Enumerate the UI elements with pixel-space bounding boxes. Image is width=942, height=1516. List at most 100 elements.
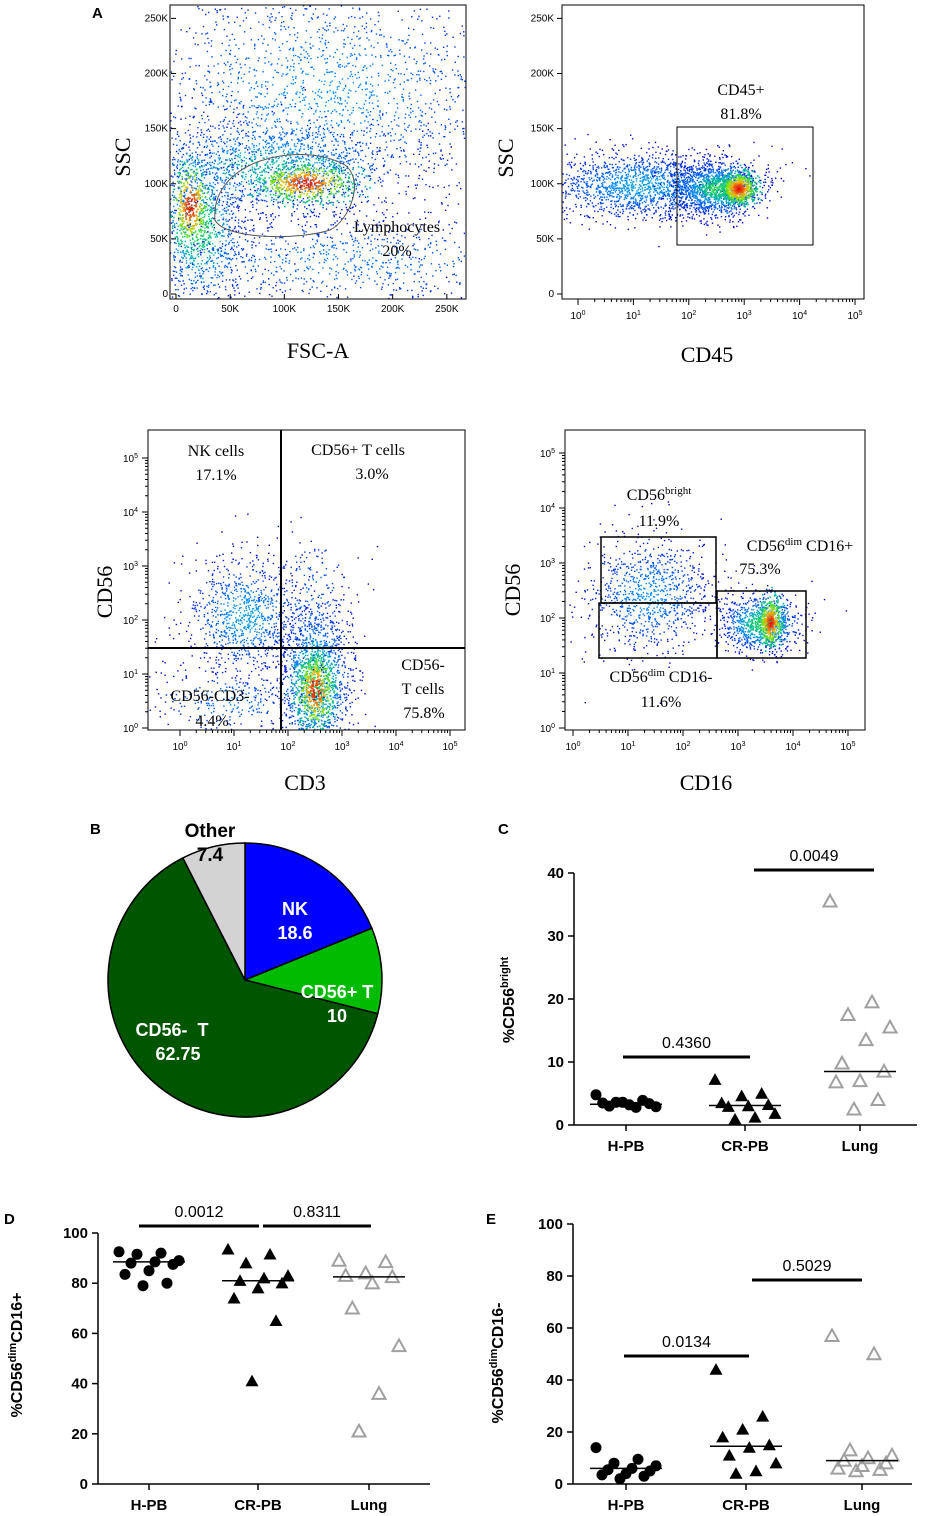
a1-event-2563: [311, 145, 314, 148]
a1-event-3396: [357, 151, 359, 153]
a1-event-4104: [198, 231, 201, 233]
a1-event-1424: [296, 36, 299, 39]
a1-event-1673: [366, 243, 369, 245]
a1-event-1762: [122, 68, 123, 69]
a1-event-1629: [163, 1, 164, 2]
a1-event-242: [413, 10, 416, 12]
a1-event-731: [347, 160, 350, 162]
a1-event-526: [401, 96, 403, 98]
a1-event-1026: [230, 81, 232, 84]
a1-event-1242: [314, 92, 317, 94]
a1-event-3578: [255, 191, 258, 194]
a1-event-4521: [219, 253, 221, 255]
a1-event-3328: [201, 166, 203, 168]
a1-event-1101: [266, 127, 268, 129]
a1-event-70: [254, 47, 256, 50]
a1-event-515: [291, 12, 294, 14]
a1-event-831: [414, 163, 417, 165]
a1-event-4006: [212, 249, 215, 251]
a1-event-4359: [241, 232, 244, 234]
a1-event-4940: [181, 166, 184, 169]
a1-event-141: [333, 18, 335, 20]
a1-event-4570: [167, 156, 168, 157]
a1-event-3343: [192, 176, 194, 178]
a1-event-2829: [223, 207, 226, 210]
a1-event-4219: [208, 258, 210, 260]
a1-event-3700: [343, 195, 346, 198]
a1-event-2843: [230, 145, 232, 148]
a1-event-4556: [160, 216, 161, 217]
a1-event-705: [336, 48, 338, 51]
a1-event-4185: [168, 216, 169, 217]
a1-event-1230: [372, 150, 374, 152]
a1-event-2726: [275, 157, 277, 159]
a1-event-542: [462, 127, 464, 130]
a1-event-2323: [426, 144, 428, 146]
a1-event-4278: [211, 248, 213, 250]
a1-event-1811: [395, 111, 397, 113]
a1-event-3177: [242, 104, 245, 107]
a1-event-3447: [248, 194, 251, 196]
a1-event-598: [90, 70, 91, 71]
a1-event-4898: [192, 193, 195, 196]
a1-event-1398: [434, 92, 436, 95]
a1-event-449: [298, 96, 301, 98]
a1-event-1344: [270, 64, 272, 66]
a1-event-3167: [196, 156, 198, 158]
a1-event-3814: [319, 167, 322, 169]
a1-event-2066: [316, 31, 319, 33]
a1-event-772: [493, 129, 494, 130]
a1-event-2006: [243, 43, 245, 45]
a1-event-2379: [265, 132, 267, 134]
a1-event-4276: [158, 217, 159, 218]
a1-event-1894: [225, 108, 227, 110]
a1-event-4028: [199, 244, 201, 247]
a1-event-1072: [307, 73, 309, 76]
a1-event-1087: [508, 39, 509, 40]
a1-event-4558: [196, 314, 197, 315]
a1-event-2702: [318, 213, 321, 215]
a1-event-4836: [182, 185, 184, 188]
a1-event-2449: [252, 134, 254, 136]
a1-event-2432: [231, 159, 233, 161]
a1-event-4494: [192, 238, 194, 241]
a1-event-3915: [191, 268, 193, 271]
a1-event-3079: [396, 212, 399, 215]
a1-event-1229: [273, 100, 276, 103]
a1-event-871: [370, 111, 372, 113]
a1-event-1117: [243, 73, 246, 75]
a1-event-3302: [229, 183, 231, 186]
a1-event-1618: [376, 119, 378, 122]
a1-event-3249: [278, 196, 281, 198]
a1-event-1596: [365, 94, 367, 96]
a1-event-4974: [178, 242, 180, 245]
a1-event-719: [318, 167, 321, 170]
a1-event-3854: [334, 182, 337, 185]
a1-event-1637: [476, 90, 477, 91]
a1-event-2621: [226, 152, 228, 155]
a1-event-3869: [317, 188, 320, 190]
a1-event-2708: [186, 159, 188, 161]
a1-event-363: [216, 24, 218, 26]
a1-event-781: [367, 200, 370, 202]
a1-event-1486: [275, 171, 277, 173]
a1-event-1543: [432, 152, 435, 155]
a1-event-1373: [157, 270, 158, 271]
a1-event-2294: [226, 141, 228, 143]
a1-event-86: [425, 103, 427, 105]
a1-event-2332: [304, 224, 307, 226]
a1-event-4496: [209, 232, 211, 234]
a1-event-3497: [350, 181, 353, 184]
a1-event-2319: [242, 175, 244, 177]
a1-event-4670: [251, 244, 253, 246]
a1-event-2711: [277, 157, 280, 160]
a1-event-2848: [200, 180, 203, 182]
a1-event-2838: [177, 176, 180, 179]
a1-event-4877: [183, 190, 185, 192]
a1-event-2499: [293, 170, 296, 172]
a1-event-1734: [240, 66, 242, 69]
a1-event-2100: [340, 133, 343, 136]
a1-event-1436: [249, 67, 251, 69]
a1-event-4204: [197, 256, 200, 258]
a1-event-2316: [265, 139, 268, 142]
